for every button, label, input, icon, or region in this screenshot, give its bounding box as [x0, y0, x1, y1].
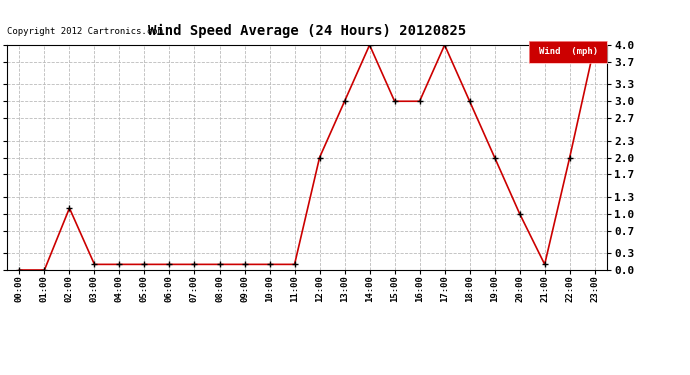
Title: Wind Speed Average (24 Hours) 20120825: Wind Speed Average (24 Hours) 20120825	[148, 24, 466, 38]
Text: Copyright 2012 Cartronics.com: Copyright 2012 Cartronics.com	[7, 27, 163, 36]
